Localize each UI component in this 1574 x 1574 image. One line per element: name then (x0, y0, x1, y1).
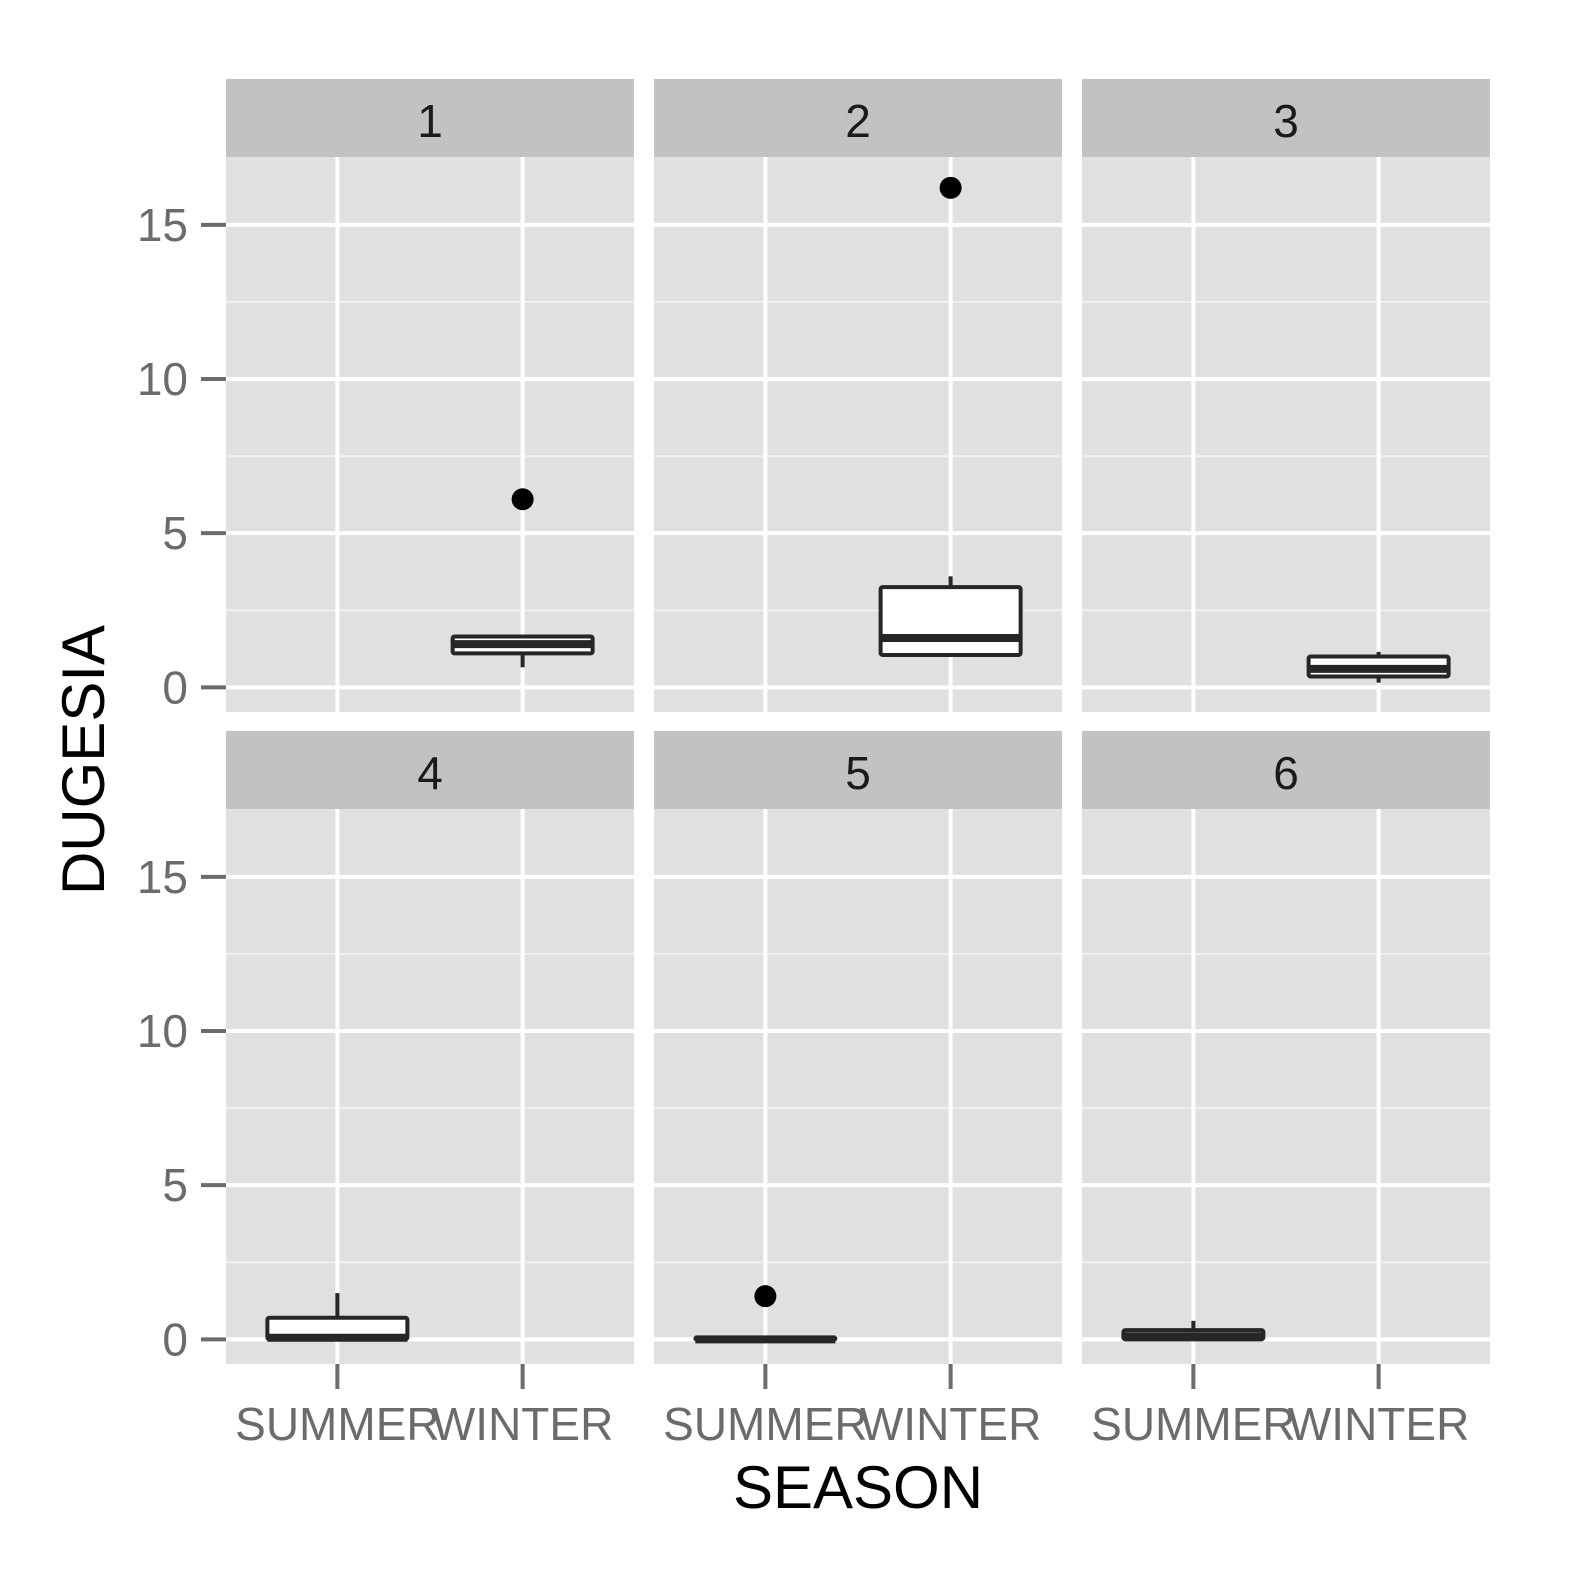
facet-strip (1082, 731, 1490, 809)
facet-strip-label: 4 (417, 747, 443, 799)
boxplot-winter (450, 488, 595, 668)
x-axis-title: SEASON (733, 1454, 983, 1521)
panel-background (1082, 809, 1490, 1364)
y-tick-label: 15 (137, 199, 188, 251)
facet-strip (654, 731, 1062, 809)
y-tick-label: 5 (162, 507, 188, 559)
x-tick-label-winter: WINTER (860, 1398, 1041, 1450)
outlier-point (939, 176, 962, 199)
boxplot-winter (878, 176, 1023, 657)
box-iqr (878, 585, 1023, 657)
facet-panel-6: 6 (1082, 731, 1490, 1364)
boxplot-winter (1306, 651, 1451, 683)
y-tick-label: 5 (162, 1159, 188, 1211)
outlier-point (511, 488, 534, 511)
y-tick-label: 10 (137, 1005, 188, 1057)
facet-strip-label: 2 (845, 95, 871, 147)
facet-strip (1082, 79, 1490, 157)
facet-strip (226, 731, 634, 809)
facet-panel-5: 5 (654, 731, 1062, 1364)
boxplot-summer (265, 1293, 410, 1342)
facet-strip-label: 3 (1273, 95, 1299, 147)
facet-panel-4: 4 (226, 731, 634, 1364)
panel-background (226, 157, 634, 712)
x-tick-label-summer: SUMMER (663, 1398, 867, 1450)
facet-panel-1: 1 (226, 79, 634, 712)
x-tick-label-winter: WINTER (1288, 1398, 1469, 1450)
panel-background (226, 809, 634, 1364)
y-tick-label: 15 (137, 851, 188, 903)
facet-strip-label: 5 (845, 747, 871, 799)
facet-panel-2: 2 (654, 79, 1062, 712)
x-tick-label-summer: SUMMER (1091, 1398, 1295, 1450)
outlier-point (754, 1285, 777, 1308)
y-tick-label: 0 (162, 661, 188, 713)
facet-strip (226, 79, 634, 157)
x-tick-label-winter: WINTER (432, 1398, 613, 1450)
facet-strip-label: 1 (417, 95, 443, 147)
boxplot-summer (693, 1285, 838, 1344)
panel-background (654, 809, 1062, 1364)
boxplot-summer (1121, 1320, 1266, 1342)
x-tick-label-summer: SUMMER (235, 1398, 439, 1450)
y-tick-label: 10 (137, 353, 188, 405)
y-tick-label: 0 (162, 1313, 188, 1365)
y-axis-title: DUGESIA (50, 625, 117, 895)
facet-strip-label: 6 (1273, 747, 1299, 799)
facet-panels: 1 2 3 4 5 6 (226, 79, 1490, 1364)
facet-strip (654, 79, 1062, 157)
panel-background (1082, 157, 1490, 712)
facet-panel-3: 3 (1082, 79, 1490, 712)
